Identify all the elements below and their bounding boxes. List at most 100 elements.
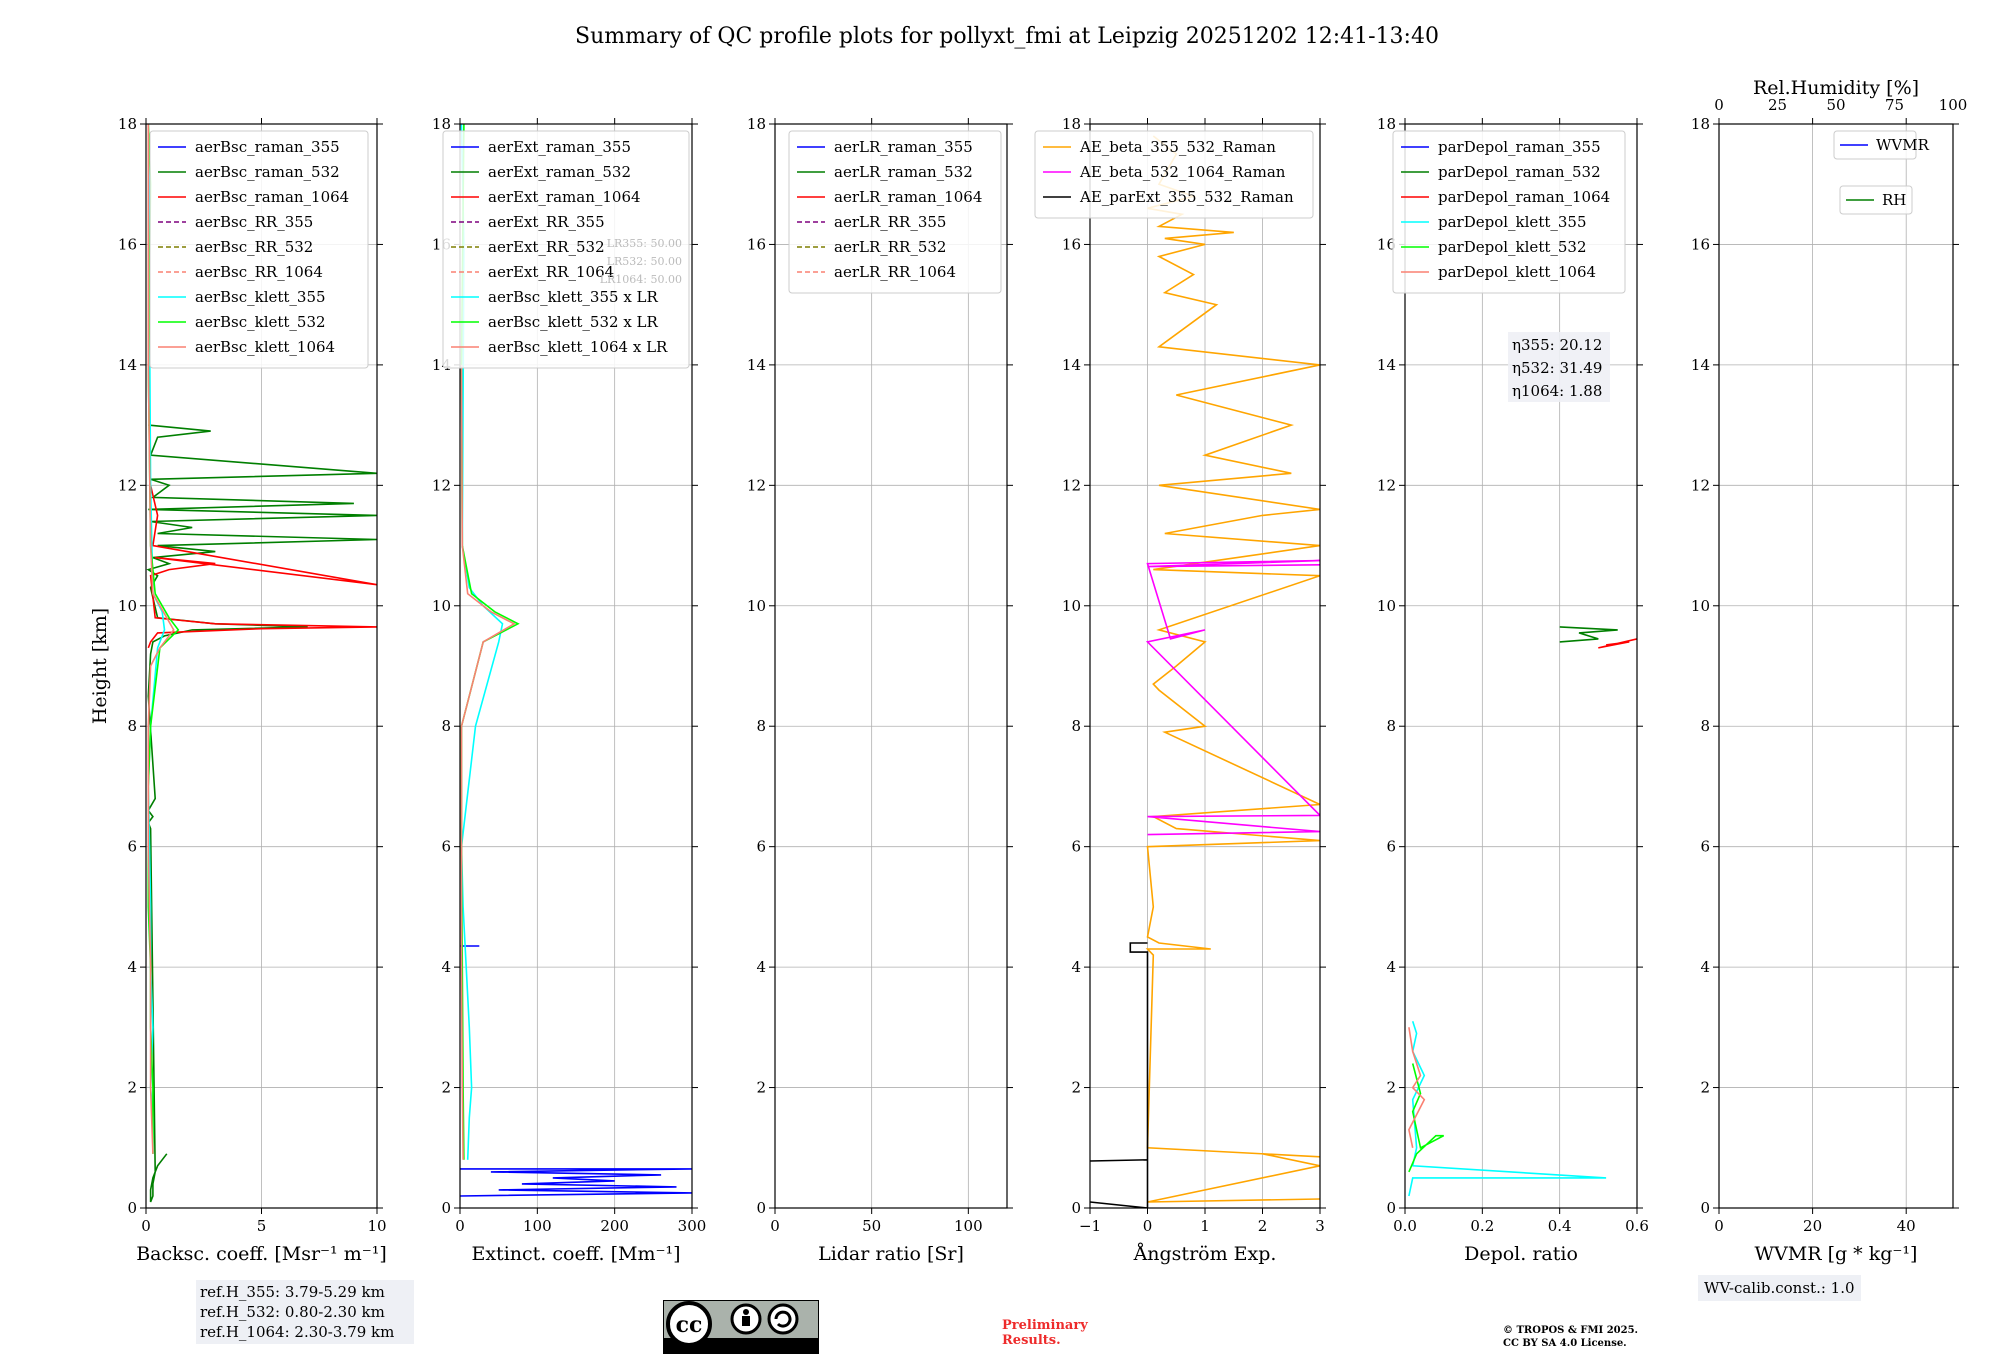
y-tick-label: 8	[756, 717, 766, 735]
legend-box	[1833, 130, 1917, 160]
legend-label: aerBsc_klett_355	[195, 288, 326, 306]
y-tick-label: 4	[756, 958, 766, 976]
preliminary-results-note: Preliminary Results.	[1002, 1318, 1088, 1348]
x-axis-label: Backsc. coeff. [Msr⁻¹ m⁻¹]	[136, 1243, 387, 1265]
y-tick-label: 0	[127, 1199, 137, 1217]
x-axis-label: Lidar ratio [Sr]	[818, 1243, 964, 1265]
x-tick-label: −1	[1079, 1217, 1101, 1235]
y-tick-label: 0	[1071, 1199, 1081, 1217]
legend-label: aerBsc_klett_532 x LR	[488, 313, 659, 331]
x-tick-label: 0	[141, 1217, 151, 1235]
prelim-line-2: Results.	[1002, 1333, 1061, 1348]
cc-by-label: BY	[738, 1340, 755, 1353]
x-tick-label: 200	[600, 1217, 629, 1235]
legend-label: aerBsc_klett_1064	[195, 338, 335, 356]
legend-label: aerLR_RR_355	[834, 213, 946, 231]
x-tick-label: 100	[954, 1217, 983, 1235]
legend-label: AE_beta_532_1064_Raman	[1079, 163, 1286, 181]
y-tick-label: 14	[1377, 356, 1396, 374]
x-tick-label: 100	[523, 1217, 552, 1235]
y-tick-label: 12	[118, 476, 137, 494]
panel-depol: 0.0 0.2 0.4 0.6 0 2 4 6 8 10 12 14 16 18 Depol. ratio p…	[1377, 115, 1649, 1265]
y-tick-label: 10	[1691, 597, 1710, 615]
y-tick-label: 0	[441, 1199, 451, 1217]
panel-lr: 0 50 100 0 2 4 6 8 10 12 14 16 18 Lidar ratio [Sr] aer…	[747, 115, 1013, 1265]
y-tick-label: 2	[756, 1079, 766, 1097]
x2-tick-label: 100	[1939, 96, 1968, 114]
y-tick-label: 6	[127, 838, 137, 856]
x-tick-label: 0	[455, 1217, 465, 1235]
x-tick-label: 20	[1803, 1217, 1822, 1235]
legend-box	[442, 130, 690, 369]
y-tick-label: 18	[432, 115, 451, 133]
legend-box	[788, 130, 1002, 294]
sa-icon	[767, 1303, 799, 1335]
legend-label: parDepol_klett_355	[1438, 213, 1587, 231]
legend-label: AE_parExt_355_532_Raman	[1079, 188, 1294, 206]
lr-note: LR532: 50.00	[607, 255, 682, 268]
legend-label: parDepol_raman_355	[1438, 138, 1601, 156]
panel-wv: 0 20 40 0 2 4 6 8 10 12 14 16 18 WVMR [g * kg⁻¹] 0 25 50…	[1691, 77, 1967, 1265]
copyright-note: © TROPOS & FMI 2025. CC BY SA 4.0 Licens…	[1503, 1324, 1638, 1350]
series-aerExt_raman_355	[460, 1168, 692, 1197]
x-tick-label: 5	[257, 1217, 267, 1235]
prelim-line-1: Preliminary	[1002, 1318, 1088, 1333]
legend-box	[1839, 185, 1913, 215]
y-tick-label: 12	[747, 476, 766, 494]
cc-license-badge: cc BY SA	[662, 1299, 820, 1358]
y-tick-label: 4	[1700, 958, 1710, 976]
legend-box	[1392, 130, 1626, 294]
y-axis-label: Height [km]	[89, 608, 111, 724]
series-AE_beta_355_532_Raman	[1145, 135, 1320, 1203]
x-tick-label: 10	[367, 1217, 386, 1235]
x-tick-label: 0.2	[1470, 1217, 1494, 1235]
legend-box	[149, 130, 369, 369]
legend-label: WVMR	[1876, 136, 1930, 154]
legend-label: aerLR_RR_532	[834, 238, 946, 256]
legend-label: aerLR_RR_1064	[834, 263, 956, 281]
y-tick-label: 18	[1377, 115, 1396, 133]
y-tick-label: 2	[1386, 1079, 1396, 1097]
y-tick-label: 8	[1386, 717, 1396, 735]
copyright-line-2: CC BY SA 4.0 License.	[1503, 1338, 1627, 1349]
series-AE_parExt_355_532_Raman	[1090, 942, 1149, 1208]
y-tick-label: 0	[756, 1199, 766, 1217]
y-tick-label: 6	[1386, 838, 1396, 856]
y-tick-label: 2	[1700, 1079, 1710, 1097]
x2-tick-label: 75	[1885, 96, 1904, 114]
y-tick-label: 4	[127, 958, 137, 976]
y-tick-label: 16	[1062, 235, 1081, 253]
x-tick-label: 0	[770, 1217, 780, 1235]
ref-height-532: ref.H_532: 0.80-2.30 km	[200, 1303, 385, 1321]
legend-label: aerLR_raman_532	[834, 163, 973, 181]
legend-label: aerExt_raman_1064	[488, 188, 641, 206]
y-tick-label: 14	[1691, 356, 1710, 374]
series-aerBsc_raman_532	[146, 424, 377, 1203]
y-tick-label: 0	[1386, 1199, 1396, 1217]
legend-label: aerBsc_RR_355	[195, 213, 313, 231]
panel-bsc: 0 5 10 0 2 4 6 8 10 12 14 16 18 Backsc. coeff. [Msr⁻¹…	[89, 115, 387, 1265]
wv-calibration-box: WV-calib.const.: 1.0	[1698, 1275, 1861, 1301]
y-tick-label: 4	[1071, 958, 1081, 976]
x2-axis-label: Rel.Humidity [%]	[1753, 77, 1919, 99]
legend-label: parDepol_raman_532	[1438, 163, 1601, 181]
x-tick-label: 0	[1714, 1217, 1724, 1235]
legend-label: aerLR_raman_355	[834, 138, 973, 156]
eta-box	[1508, 332, 1610, 402]
series-group	[460, 124, 692, 1197]
x-tick-label: 0.4	[1548, 1217, 1572, 1235]
series-AE_beta_532_1064_Raman	[1145, 559, 1320, 836]
y-tick-label: 18	[1691, 115, 1710, 133]
y-tick-label: 16	[1377, 235, 1396, 253]
ref-height-1064: ref.H_1064: 2.30-3.79 km	[200, 1323, 395, 1341]
y-tick-label: 4	[1386, 958, 1396, 976]
y-tick-label: 2	[127, 1079, 137, 1097]
x-axis-label: Extinct. coeff. [Mm⁻¹]	[471, 1243, 680, 1265]
legend-label: aerExt_RR_355	[488, 213, 605, 231]
x-axis-label: WVMR [g * kg⁻¹]	[1755, 1243, 1918, 1265]
legend-box	[1034, 130, 1314, 219]
axes-frame	[1404, 123, 1638, 1209]
eta-label: η532: 31.49	[1512, 359, 1602, 377]
y-tick-label: 10	[747, 597, 766, 615]
